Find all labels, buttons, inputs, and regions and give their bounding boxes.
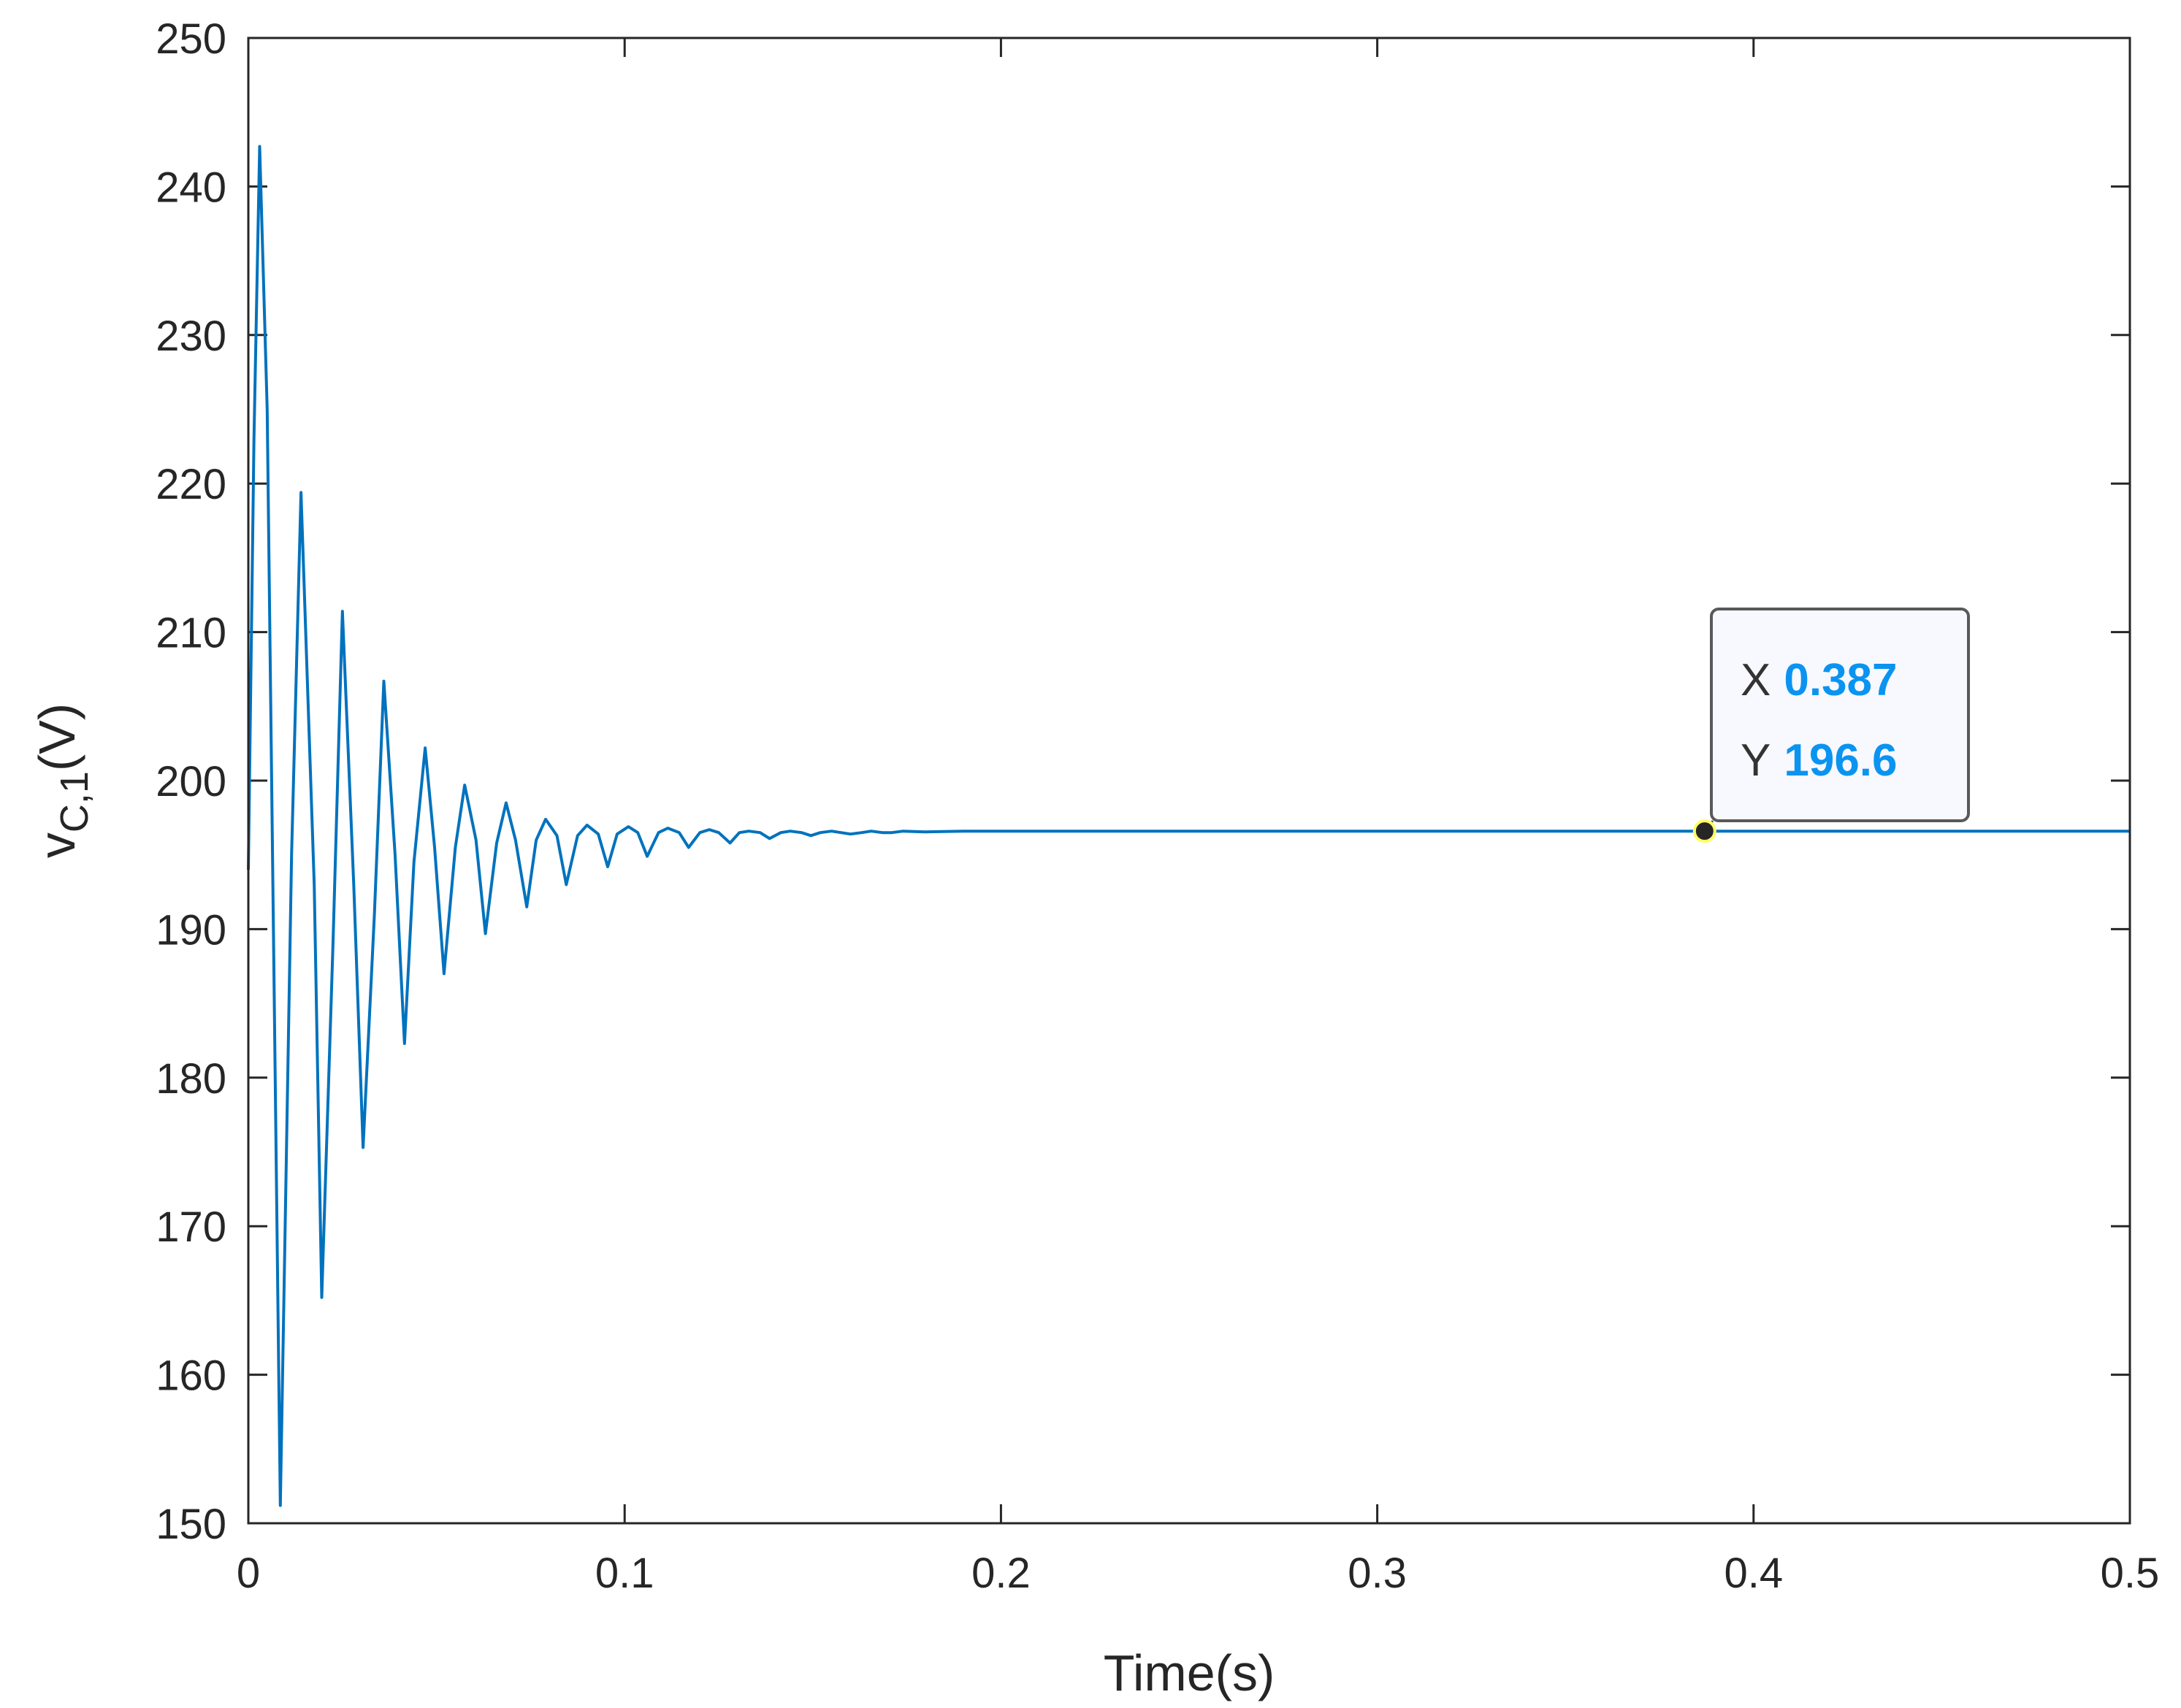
y-axis-title-suffix: (V) [28, 703, 85, 771]
x-tick-label: 0.1 [595, 1550, 654, 1597]
datatip-y-value: 196.6 [1784, 735, 1897, 786]
y-axis-title-base: v [28, 832, 85, 858]
plot-box [247, 37, 2131, 1525]
y-tick-label: 190 [156, 906, 226, 954]
y-tick-labels: 150 160 170 180 190 200 210 220 230 240 250 [156, 15, 226, 1548]
y-tick-label: 250 [156, 15, 226, 63]
datatip[interactable]: X 0.387 Y 196.6 [1692, 608, 1970, 843]
y-axis-title-subscript: C,1 [53, 771, 96, 832]
x-tick-labels: 0 0.1 0.2 0.3 0.4 0.5 [237, 1550, 2159, 1597]
datatip-y-label: Y [1741, 735, 1771, 786]
datatip-box [1710, 608, 1970, 822]
x-tick-label: 0.3 [1348, 1550, 1407, 1597]
y-tick-label: 220 [156, 461, 226, 508]
datatip-x-value: 0.387 [1784, 655, 1897, 705]
series-layer [247, 145, 2130, 1507]
y-tick-label: 180 [156, 1055, 226, 1103]
y-axis-title: vC,1(V) [28, 703, 96, 858]
y-tick-label: 230 [156, 313, 226, 360]
x-axis-title: Time(s) [1104, 1644, 1275, 1701]
y-tick-label: 150 [156, 1501, 226, 1548]
datatip-x-row: X 0.387 [1741, 655, 1898, 705]
datatip-marker[interactable] [1692, 819, 1716, 843]
series-line [247, 145, 2130, 1507]
datatip-y-row: Y 196.6 [1741, 735, 1898, 786]
datatip-x-label: X [1741, 655, 1771, 705]
x-tick-label: 0.2 [971, 1550, 1031, 1597]
y-tick-label: 160 [156, 1352, 226, 1400]
x-tick-label: 0.4 [1724, 1550, 1783, 1597]
y-tick-label: 200 [156, 758, 226, 805]
x-tick-label: 0.5 [2101, 1550, 2160, 1597]
y-tick-label: 170 [156, 1203, 226, 1251]
x-tick-label: 0 [237, 1550, 260, 1597]
y-tick-label: 240 [156, 164, 226, 211]
y-tick-label: 210 [156, 610, 226, 657]
